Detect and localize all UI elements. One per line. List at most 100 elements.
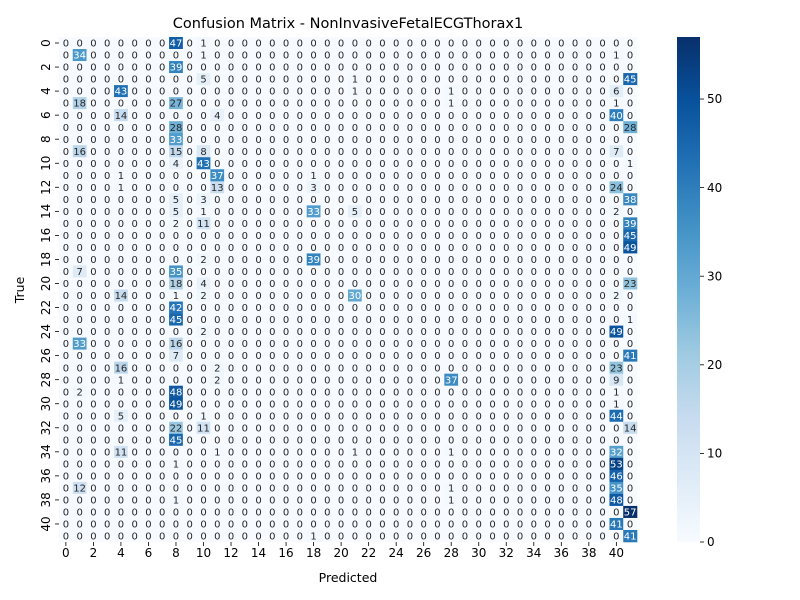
cell-value: 0 (586, 423, 592, 434)
cell-value: 0 (132, 87, 138, 98)
heatmap-cell (59, 145, 74, 158)
cell-value: 0 (118, 315, 124, 326)
cell-value: 0 (200, 303, 206, 314)
cell-value: 0 (132, 496, 138, 507)
x-tick-label: 8 (172, 546, 180, 560)
cell-value: 0 (517, 195, 523, 206)
cell-value: 0 (352, 195, 358, 206)
cell-value: 0 (421, 279, 427, 290)
heatmap-cell (72, 133, 87, 146)
cell-value: 0 (338, 483, 344, 494)
cell-value: 0 (365, 87, 371, 98)
heatmap-cell (581, 37, 597, 50)
heatmap-cell (334, 157, 349, 170)
cell-value: 0 (228, 219, 234, 230)
heatmap-cell (334, 109, 349, 122)
heatmap-cell (224, 157, 239, 170)
heatmap-cell (430, 157, 445, 170)
heatmap-cell (155, 61, 170, 74)
cell-value: 0 (269, 135, 275, 146)
cell-value: 0 (269, 315, 275, 326)
cell-value: 16 (115, 363, 128, 374)
cell-value: 41 (610, 520, 623, 531)
cell-value: 0 (310, 375, 316, 386)
heatmap-cell (210, 37, 225, 50)
cell-value: 0 (242, 255, 248, 266)
cell-value: 0 (118, 135, 124, 146)
cell-value: 39 (307, 255, 320, 266)
cell-value: 0 (76, 279, 82, 290)
cell-value: 0 (503, 483, 509, 494)
cell-value: 0 (228, 291, 234, 302)
cell-value: 0 (324, 99, 330, 110)
cell-value: 0 (242, 123, 248, 134)
heatmap-cell (375, 109, 390, 122)
heatmap-cell (279, 109, 294, 122)
cell-value: 0 (476, 99, 482, 110)
cell-value: 0 (379, 63, 385, 74)
heatmap-cell (430, 169, 445, 182)
cell-value: 0 (407, 411, 413, 422)
cell-value: 41 (624, 532, 637, 543)
cell-value: 0 (324, 123, 330, 134)
cell-value: 0 (132, 243, 138, 254)
cell-value: 0 (173, 111, 179, 122)
cell-value: 0 (407, 51, 413, 62)
cell-value: 0 (434, 291, 440, 302)
cell-value: 0 (517, 123, 523, 134)
cell-value: 0 (255, 532, 261, 543)
cell-value: 0 (145, 435, 151, 446)
cell-value: 0 (393, 447, 399, 458)
cell-value: 0 (187, 99, 193, 110)
cell-value: 0 (145, 111, 151, 122)
heatmap-cell (458, 97, 473, 110)
heatmap-cell (114, 97, 129, 110)
cell-value: 0 (200, 483, 206, 494)
heatmap-cell (513, 61, 528, 74)
heatmap-cell (540, 37, 555, 50)
cell-value: 0 (338, 63, 344, 74)
cell-value: 1 (627, 315, 633, 326)
cell-value: 0 (90, 51, 96, 62)
cell-value: 0 (531, 183, 537, 194)
cell-value: 0 (200, 471, 206, 482)
cell-value: 0 (104, 303, 110, 314)
cell-value: 0 (63, 520, 69, 531)
heatmap-cell (458, 169, 473, 182)
cell-value: 0 (63, 63, 69, 74)
heatmap-cell (100, 73, 115, 86)
cell-value: 0 (379, 243, 385, 254)
cell-value: 0 (421, 51, 427, 62)
cell-value: 0 (476, 339, 482, 350)
cell-value: 0 (558, 375, 564, 386)
cell-value: 0 (283, 255, 289, 266)
heatmap-cell (416, 109, 431, 122)
cell-value: 0 (531, 39, 537, 50)
cell-value: 5 (173, 195, 179, 206)
heatmap-cell (251, 49, 266, 62)
cell-value: 0 (613, 532, 619, 543)
heatmap-cell (458, 133, 473, 146)
cell-value: 0 (462, 195, 468, 206)
cell-value: 0 (269, 375, 275, 386)
cell-value: 0 (448, 63, 454, 74)
heatmap-cell (416, 97, 431, 110)
heatmap-cell (292, 169, 308, 182)
cell-value: 0 (599, 508, 605, 519)
cell-value: 0 (118, 483, 124, 494)
heatmap-cell (499, 61, 514, 74)
cell-value: 0 (90, 496, 96, 507)
cell-value: 15 (170, 147, 183, 158)
cell-value: 0 (379, 135, 385, 146)
cell-value: 0 (421, 159, 427, 170)
heatmap-cell (306, 49, 321, 62)
cell-value: 0 (572, 435, 578, 446)
cell-value: 0 (145, 219, 151, 230)
cell-value: 0 (283, 508, 289, 519)
cell-value: 0 (214, 351, 220, 362)
heatmap-cell (499, 97, 514, 110)
cell-value: 0 (324, 520, 330, 531)
cell-value: 0 (517, 219, 523, 230)
heatmap-cell (196, 37, 211, 50)
cell-value: 45 (170, 435, 183, 446)
